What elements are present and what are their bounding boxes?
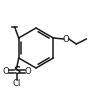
Text: Cl: Cl (13, 79, 21, 87)
Text: O: O (24, 66, 31, 75)
Text: S: S (13, 66, 20, 76)
Text: O: O (63, 34, 70, 43)
Text: O: O (2, 66, 9, 75)
